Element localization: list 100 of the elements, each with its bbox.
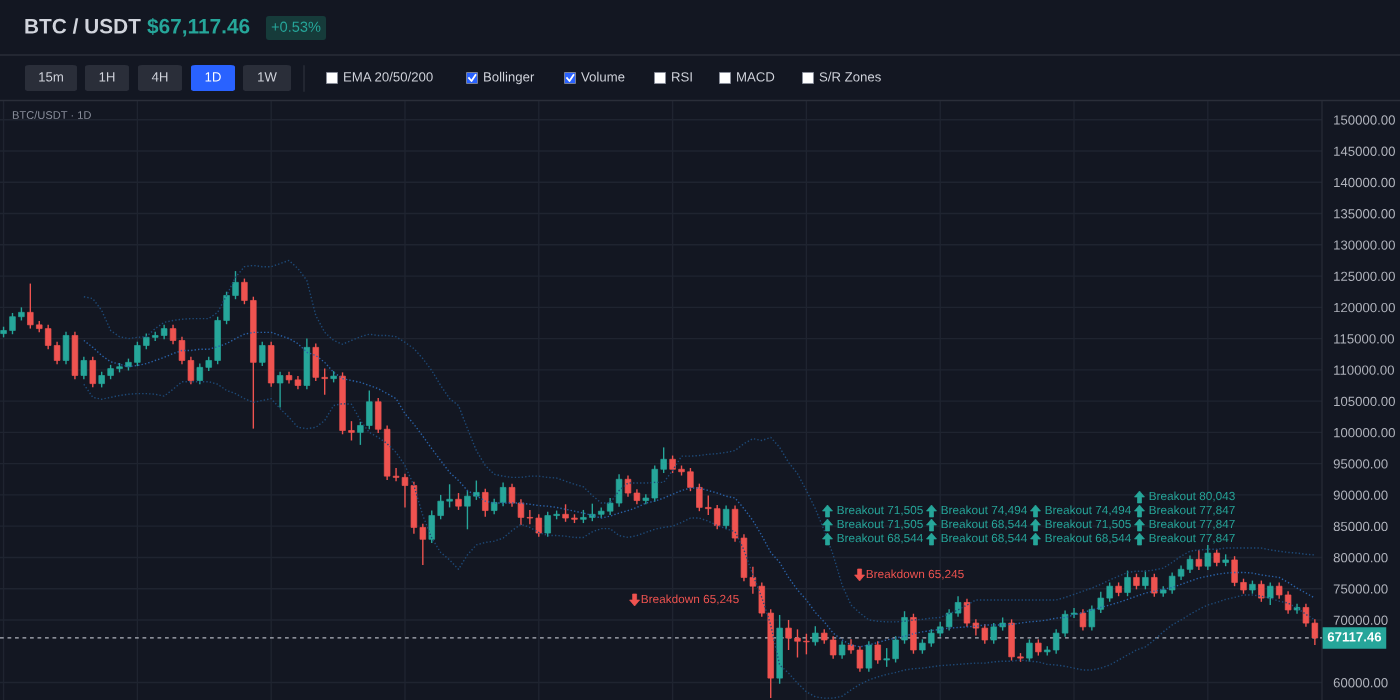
text: 4H [151, 72, 168, 82]
text: 1H [99, 72, 115, 82]
y-tick-label: 95000.00 [1333, 459, 1388, 469]
candlestick [794, 628, 801, 659]
candlestick [535, 513, 542, 538]
y-tick-label: 105000.00 [1334, 396, 1395, 407]
y-tick-label: 100000.00 [1334, 427, 1395, 438]
annotation: Breakout 68,544 [837, 533, 923, 544]
annotation: Breakout 77,847 [1149, 505, 1235, 516]
candlestick [615, 473, 623, 508]
candlestick [883, 647, 890, 668]
candlestick [446, 483, 453, 509]
candlestick [1284, 590, 1292, 615]
annotation: Breakout 68,544 [1045, 533, 1131, 544]
candlestick [901, 610, 908, 645]
candlestick [945, 608, 953, 632]
ref-line-label: 67117.46 [1327, 632, 1382, 642]
candlestick [196, 362, 204, 385]
candlestick [829, 635, 837, 660]
y-tick-label: 145000.00 [1334, 146, 1395, 156]
candlestick [722, 504, 730, 530]
candlestick [89, 356, 96, 389]
candlestick [1124, 569, 1131, 597]
candlestick [357, 421, 364, 446]
candlestick [276, 371, 284, 409]
y-tick-label: 85000.00 [1333, 521, 1388, 532]
candlestick [1026, 638, 1033, 663]
candlestick [259, 341, 266, 367]
text: 1D [205, 72, 221, 82]
candlestick [187, 356, 195, 385]
candlestick [713, 504, 721, 530]
candlestick [1168, 571, 1176, 595]
candlestick [1070, 607, 1078, 619]
text: Volume [581, 71, 625, 82]
text: 1W [258, 72, 277, 82]
candlestick [27, 282, 34, 330]
annotation: Breakout 80,043 [1149, 491, 1235, 502]
annotation: Breakdown 65,245 [641, 594, 739, 605]
candlestick [366, 389, 373, 430]
candlestick [482, 487, 489, 518]
candlestick [1204, 544, 1212, 571]
candlestick [749, 566, 757, 595]
candlestick [232, 270, 239, 300]
y-tick-label: 125000.00 [1334, 271, 1395, 281]
y-tick-label: 140000.00 [1334, 177, 1395, 188]
annotation: Breakout 68,544 [941, 533, 1027, 544]
candlestick [1088, 604, 1096, 632]
candlestick [53, 341, 61, 365]
candlestick [803, 633, 810, 656]
annotation: Breakout 71,505 [837, 519, 923, 530]
y-tick-label: 135000.00 [1334, 209, 1395, 219]
candlestick [963, 598, 971, 628]
candlestick [981, 623, 989, 645]
candlestick [544, 511, 551, 538]
text: Bollinger [484, 71, 535, 85]
candlestick [1231, 555, 1238, 587]
candlestick [428, 509, 435, 544]
annotation: Breakdown 65,245 [866, 569, 964, 580]
candlestick [1106, 581, 1113, 603]
y-tick-label: 75000.00 [1333, 584, 1388, 594]
candlestick [1079, 608, 1087, 632]
candlestick [526, 509, 534, 525]
annotation: Breakout 68,544 [941, 519, 1027, 530]
candlestick [9, 312, 16, 335]
candlestick [990, 622, 997, 645]
y-tick-label: 90000.00 [1333, 490, 1388, 500]
candlestick [1195, 549, 1203, 571]
candlestick [785, 619, 792, 651]
candlestick [1311, 618, 1319, 646]
candlestick [954, 595, 962, 618]
y-tick-label: 110000.00 [1334, 365, 1394, 375]
candlestick [660, 446, 667, 474]
candlestick [1302, 603, 1310, 628]
y-tick-label: 60000.00 [1333, 678, 1388, 688]
candlestick [812, 625, 819, 647]
candlestick [134, 341, 141, 367]
text: EMA 20/50/200 [344, 71, 433, 82]
candlestick [1267, 581, 1274, 606]
candlestick [1061, 609, 1069, 638]
candlestick [1142, 569, 1149, 591]
candlestick [696, 482, 703, 512]
candlestick [437, 494, 444, 520]
y-tick-label: 80000.00 [1333, 553, 1388, 563]
annotation: Breakout 74,494 [941, 505, 1027, 516]
y-tick-label: 70000.00 [1333, 615, 1388, 625]
candlestick [464, 489, 471, 530]
candlestick [419, 522, 427, 566]
candlestick [865, 640, 873, 673]
text: MACD [737, 72, 775, 82]
candlestick [241, 277, 248, 305]
chart-title: BTC / USDT [25, 18, 141, 34]
candlestick [705, 494, 712, 516]
candlestick [348, 420, 355, 442]
y-tick-label: 130000.00 [1334, 240, 1395, 250]
candlestick [321, 367, 328, 396]
y-tick-label: 120000.00 [1334, 302, 1395, 313]
candlestick [44, 324, 52, 350]
candlestick [499, 481, 507, 507]
candlestick [892, 635, 899, 664]
chart-subtitle: $67,117.46 [147, 17, 250, 37]
